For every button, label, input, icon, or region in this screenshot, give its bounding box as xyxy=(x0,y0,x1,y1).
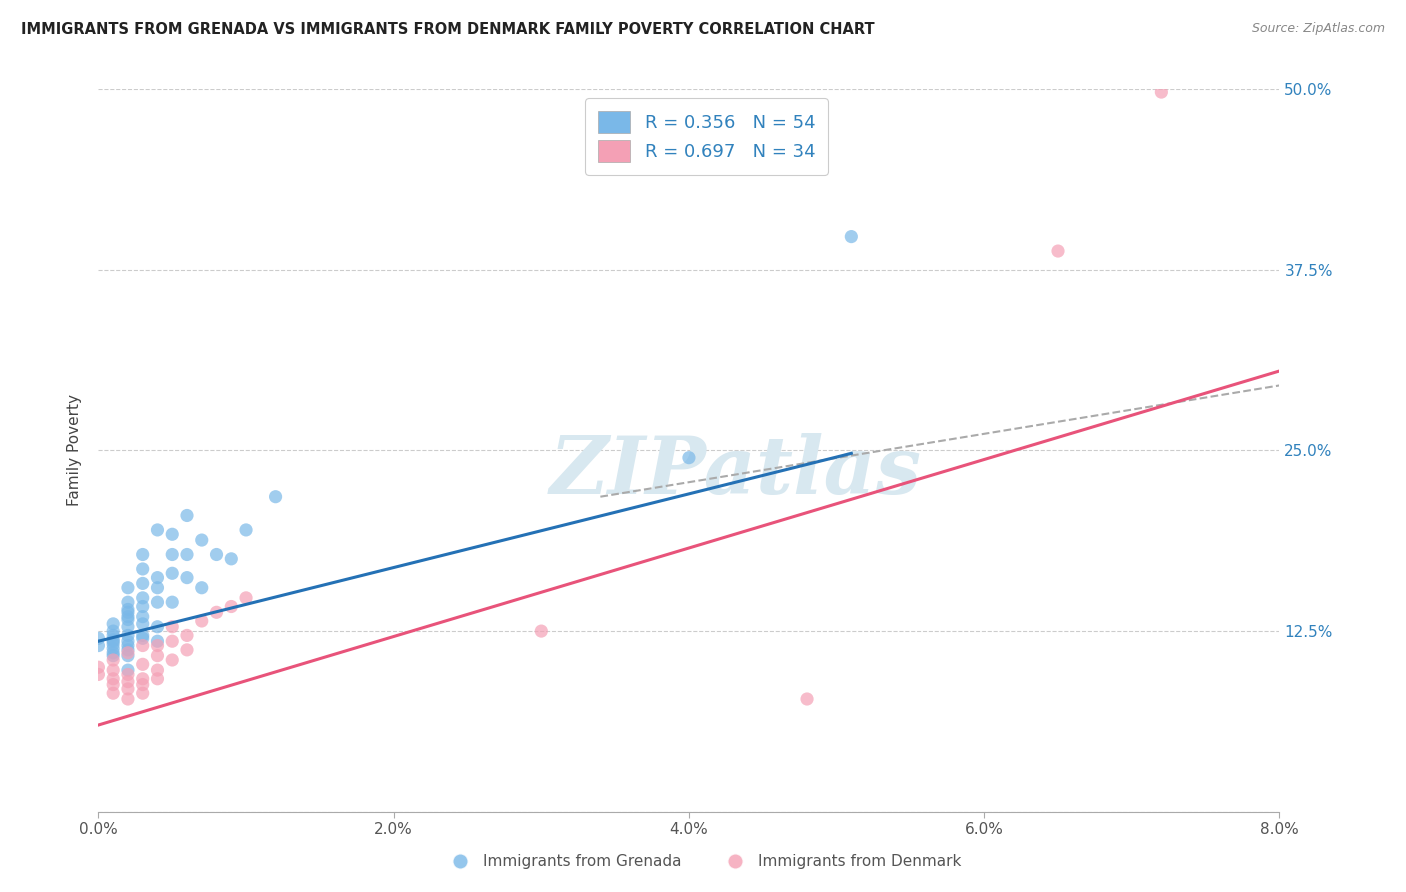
Point xyxy=(117,613,139,627)
Point xyxy=(103,637,125,651)
Point xyxy=(1046,244,1070,258)
Point xyxy=(146,620,169,634)
Point xyxy=(146,663,169,677)
Point xyxy=(146,639,169,653)
Point xyxy=(132,657,155,672)
Point xyxy=(132,591,155,605)
Point xyxy=(162,527,183,541)
Legend: Immigrants from Grenada, Immigrants from Denmark: Immigrants from Grenada, Immigrants from… xyxy=(439,848,967,875)
Point xyxy=(176,571,198,585)
Point xyxy=(117,605,139,619)
Point xyxy=(117,667,139,681)
Point xyxy=(841,229,863,244)
Point xyxy=(103,632,125,647)
Point xyxy=(87,632,110,646)
Point xyxy=(146,672,169,686)
Point xyxy=(191,581,214,595)
Point xyxy=(117,634,139,648)
Point xyxy=(162,634,183,648)
Point xyxy=(103,648,125,663)
Point xyxy=(530,624,553,639)
Point xyxy=(103,686,125,700)
Point xyxy=(117,674,139,689)
Point xyxy=(103,672,125,686)
Point xyxy=(117,681,139,696)
Point xyxy=(132,677,155,691)
Point xyxy=(205,605,228,619)
Point xyxy=(146,523,169,537)
Point xyxy=(103,628,125,642)
Point xyxy=(117,643,139,657)
Text: IMMIGRANTS FROM GRENADA VS IMMIGRANTS FROM DENMARK FAMILY POVERTY CORRELATION CH: IMMIGRANTS FROM GRENADA VS IMMIGRANTS FR… xyxy=(21,22,875,37)
Point xyxy=(103,677,125,691)
Point xyxy=(87,639,110,653)
Point xyxy=(132,686,155,700)
Point xyxy=(132,548,155,562)
Point xyxy=(146,634,169,648)
Point xyxy=(117,602,139,616)
Point xyxy=(103,624,125,639)
Point xyxy=(103,646,125,660)
Point xyxy=(132,609,155,624)
Point xyxy=(103,641,125,656)
Point xyxy=(678,450,700,465)
Point xyxy=(146,581,169,595)
Point xyxy=(146,648,169,663)
Point xyxy=(103,663,125,677)
Point xyxy=(132,628,155,642)
Point xyxy=(264,490,287,504)
Point xyxy=(162,620,183,634)
Point xyxy=(162,653,183,667)
Point xyxy=(796,692,818,706)
Point xyxy=(103,653,125,667)
Point xyxy=(103,616,125,631)
Point xyxy=(117,639,139,653)
Point xyxy=(117,620,139,634)
Y-axis label: Family Poverty: Family Poverty xyxy=(67,394,83,507)
Point xyxy=(117,692,139,706)
Point xyxy=(221,599,243,614)
Point xyxy=(132,672,155,686)
Point xyxy=(117,628,139,642)
Point xyxy=(162,595,183,609)
Text: ZIPatlas: ZIPatlas xyxy=(550,434,922,511)
Legend: R = 0.356   N = 54, R = 0.697   N = 34: R = 0.356 N = 54, R = 0.697 N = 34 xyxy=(585,98,828,175)
Point xyxy=(176,643,198,657)
Text: Source: ZipAtlas.com: Source: ZipAtlas.com xyxy=(1251,22,1385,36)
Point xyxy=(191,533,214,547)
Point xyxy=(176,548,198,562)
Point xyxy=(132,576,155,591)
Point xyxy=(132,562,155,576)
Point xyxy=(132,599,155,614)
Point xyxy=(176,628,198,642)
Point xyxy=(132,639,155,653)
Point xyxy=(1150,85,1173,99)
Point xyxy=(117,595,139,609)
Point xyxy=(162,566,183,581)
Point xyxy=(235,523,257,537)
Point xyxy=(191,614,214,628)
Point xyxy=(205,548,228,562)
Point xyxy=(87,660,110,674)
Point xyxy=(117,663,139,677)
Point xyxy=(235,591,257,605)
Point xyxy=(103,634,125,648)
Point xyxy=(221,551,243,566)
Point xyxy=(146,571,169,585)
Point xyxy=(117,648,139,663)
Point xyxy=(117,609,139,624)
Point xyxy=(176,508,198,523)
Point xyxy=(162,548,183,562)
Point xyxy=(132,616,155,631)
Point xyxy=(117,581,139,595)
Point xyxy=(146,595,169,609)
Point xyxy=(132,632,155,646)
Point xyxy=(117,646,139,660)
Point xyxy=(87,667,110,681)
